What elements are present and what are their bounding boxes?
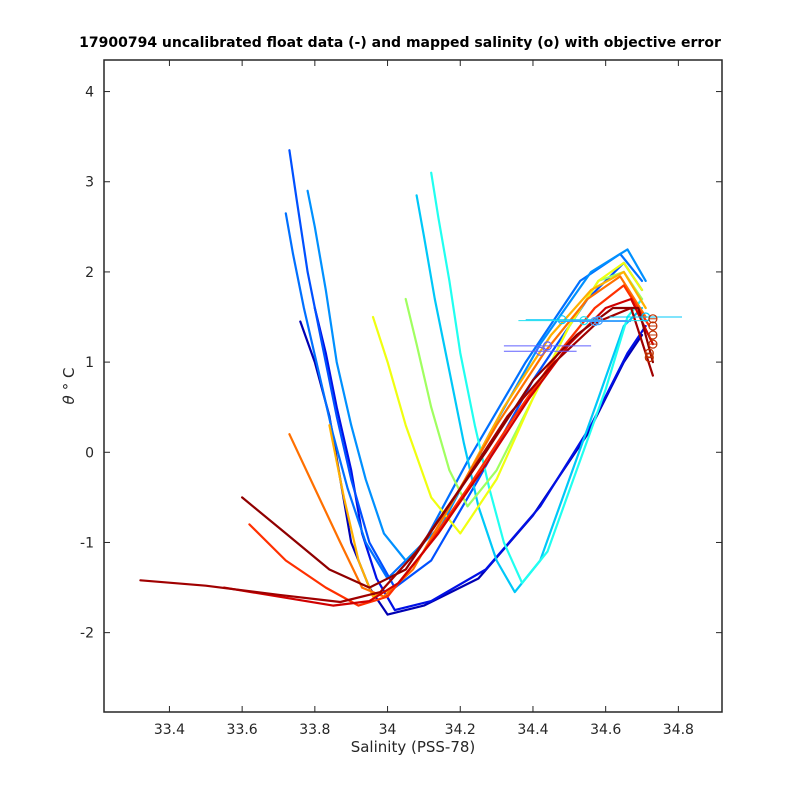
profile-line-7 bbox=[430, 171, 644, 585]
profile-line-12 bbox=[248, 284, 651, 607]
x-tick-label-3: 34 bbox=[379, 722, 397, 738]
mapped-salinity-point-1 bbox=[557, 315, 567, 325]
y-tick-label-5: 3 bbox=[85, 175, 94, 191]
mapped-salinity-markers bbox=[503, 312, 682, 363]
y-axis-label-symbol: θ bbox=[60, 395, 78, 404]
profile-line-5 bbox=[306, 189, 647, 562]
profile-line-15 bbox=[241, 306, 655, 589]
y-axis-label-unit: ° C bbox=[60, 368, 78, 391]
mapped-salinity-point-10 bbox=[648, 330, 658, 340]
x-tick-label-1: 33.6 bbox=[227, 722, 258, 738]
plot-frame bbox=[103, 59, 723, 713]
x-tick-label-7: 34.8 bbox=[663, 722, 694, 738]
y-tick-label-4: 2 bbox=[85, 265, 94, 281]
profile-line-13 bbox=[222, 297, 655, 607]
mapped-salinity-point-8 bbox=[648, 314, 658, 324]
profile-line-9 bbox=[371, 261, 644, 535]
mapped-salinity-point-13 bbox=[644, 353, 654, 363]
x-tick-label-2: 33.8 bbox=[299, 722, 330, 738]
mapped-salinity-point-11 bbox=[648, 339, 658, 349]
mapped-salinity-point-4 bbox=[593, 316, 604, 326]
chart-title: 17900794 uncalibrated float data (-) and… bbox=[79, 35, 721, 51]
y-tick-label-1: -1 bbox=[80, 535, 94, 551]
x-tick-label-4: 34.2 bbox=[445, 722, 476, 738]
profile-line-11 bbox=[288, 275, 647, 598]
profile-line-3 bbox=[288, 149, 644, 589]
float-profiles bbox=[139, 149, 655, 616]
mapped-salinity-point-6 bbox=[535, 346, 545, 356]
profile-line-4 bbox=[284, 212, 644, 580]
mapped-salinity-point-3 bbox=[590, 316, 600, 327]
profile-line-14 bbox=[139, 306, 655, 604]
mapped-salinity-point-5 bbox=[542, 341, 553, 351]
profile-line-8 bbox=[404, 270, 644, 508]
x-axis-label: Salinity (PSS-78) bbox=[351, 738, 476, 756]
x-tick-label-0: 33.4 bbox=[154, 722, 185, 738]
y-axis: -2 -1 0 1 2 3 4 bbox=[80, 85, 722, 642]
y-axis-label: θ ° C bbox=[60, 368, 78, 405]
x-tick-label-5: 34.4 bbox=[517, 722, 548, 738]
y-tick-label-6: 4 bbox=[85, 85, 94, 101]
profile-line-6 bbox=[415, 194, 644, 594]
x-tick-label-6: 34.6 bbox=[590, 722, 621, 738]
x-axis: 33.4 33.6 33.8 34 34.2 34.4 34.6 34.8 bbox=[154, 60, 694, 738]
y-tick-label-2: 0 bbox=[85, 445, 94, 461]
mapped-salinity-point-9 bbox=[648, 321, 658, 331]
y-tick-label-0: -2 bbox=[80, 626, 94, 642]
y-tick-label-3: 1 bbox=[85, 355, 94, 371]
svg-text:θ° C: θ ° C bbox=[60, 368, 78, 405]
profile-line-2 bbox=[313, 306, 647, 612]
